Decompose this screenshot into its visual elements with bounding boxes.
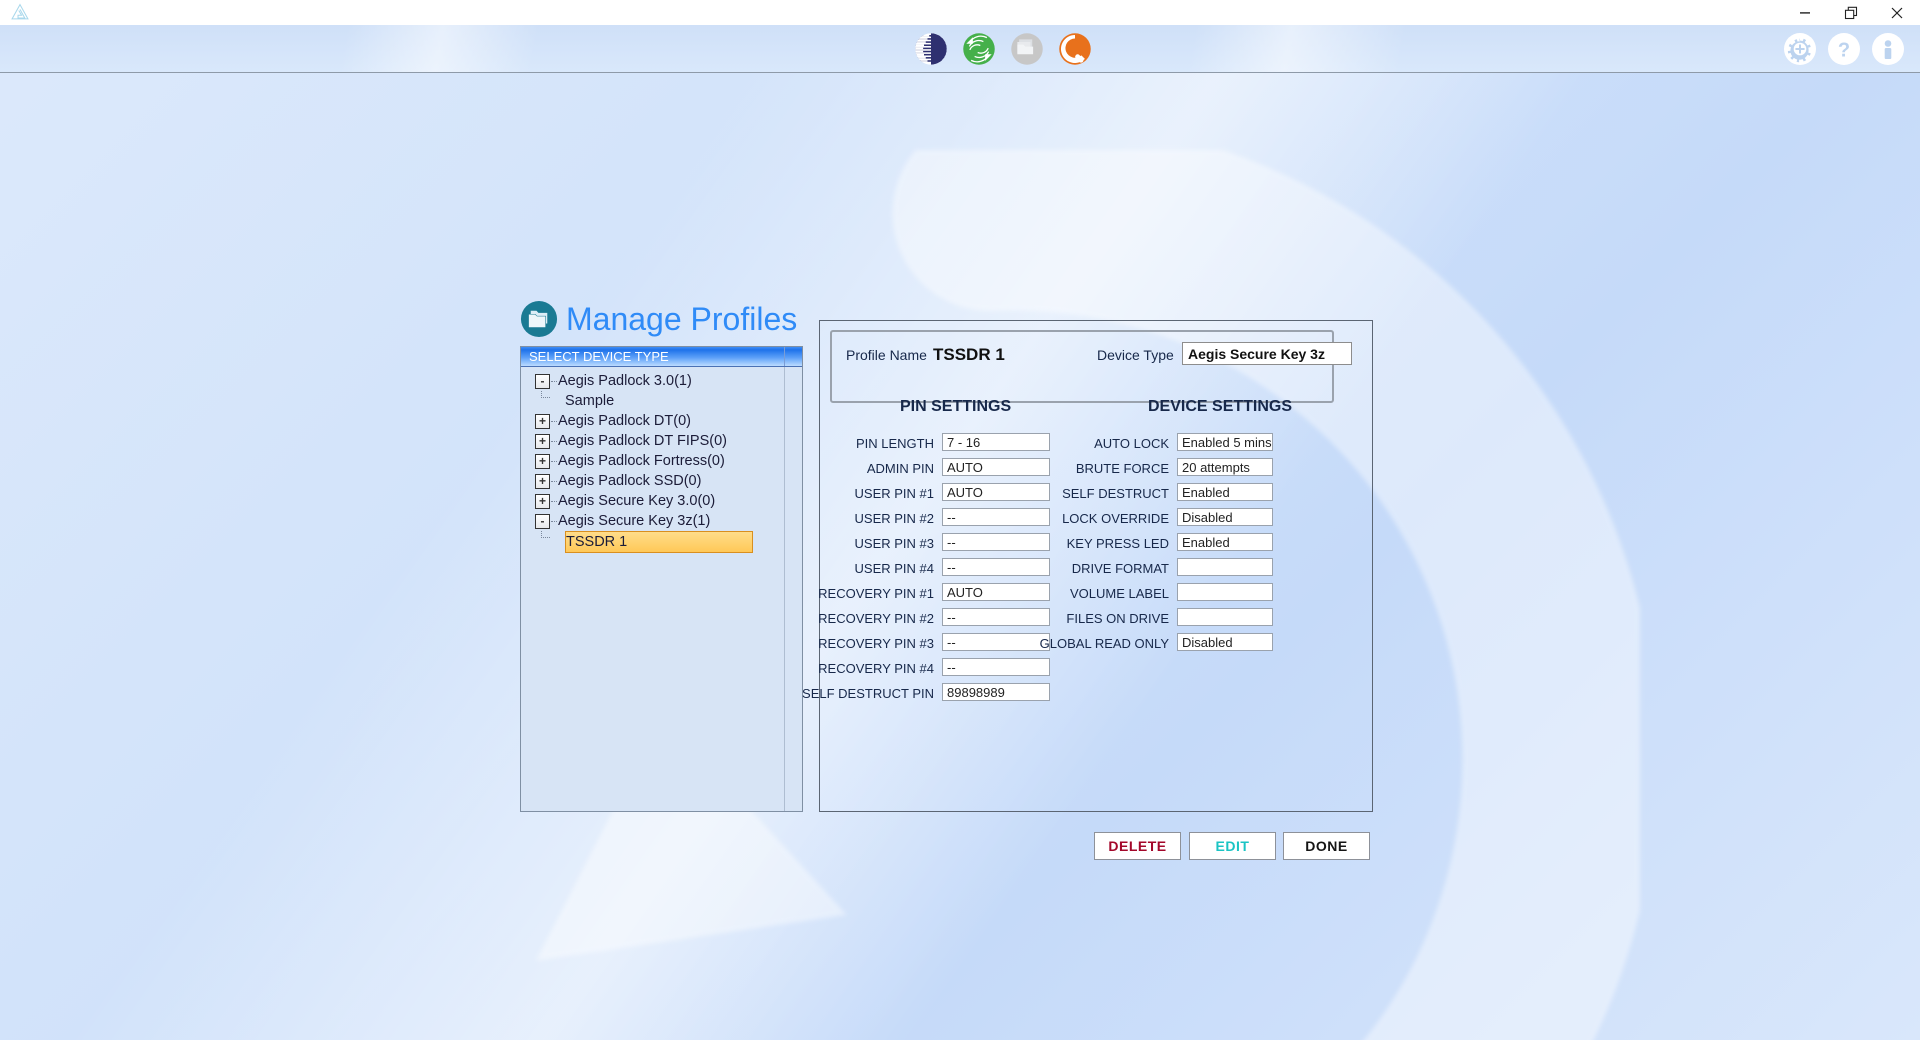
- svg-text:?: ?: [1838, 39, 1850, 61]
